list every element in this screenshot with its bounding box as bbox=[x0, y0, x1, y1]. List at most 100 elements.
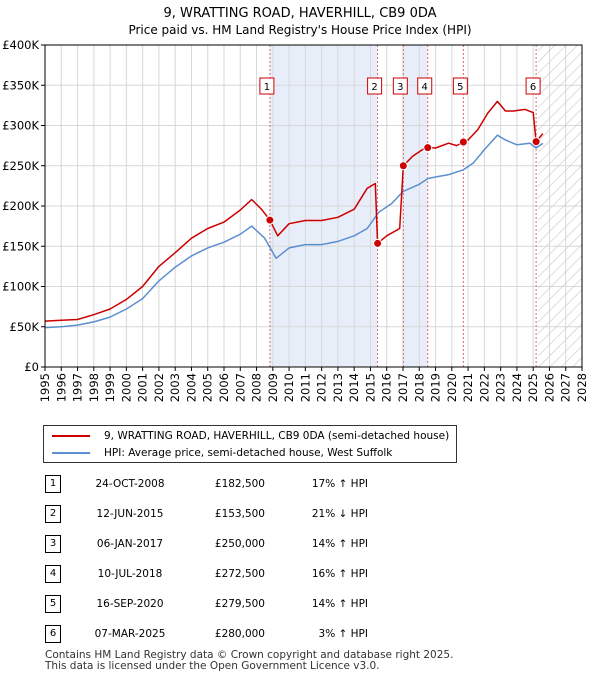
sale-price: £250,000 bbox=[214, 538, 265, 550]
x-tick-label: 2023 bbox=[494, 373, 508, 402]
x-tick-label: 2013 bbox=[331, 373, 345, 402]
x-tick-label: 2003 bbox=[168, 373, 182, 402]
x-tick-label: 1997 bbox=[71, 373, 85, 402]
sale-number-badge: 5 bbox=[45, 595, 61, 613]
sale-date: 12-JUN-2015 bbox=[96, 508, 164, 520]
x-tick-label: 2004 bbox=[184, 373, 198, 402]
sale-label-text: 4 bbox=[422, 82, 428, 93]
legend-label-hpi: HPI: Average price, semi-detached house,… bbox=[104, 447, 393, 459]
sale-number-badge: 4 bbox=[45, 565, 61, 583]
x-tick-label: 2009 bbox=[266, 373, 280, 402]
x-tick-label: 2024 bbox=[510, 373, 524, 402]
sale-label-text: 5 bbox=[457, 82, 463, 93]
x-tick-label: 2012 bbox=[315, 373, 329, 402]
sale-label: 6 bbox=[525, 77, 541, 95]
hpi-line bbox=[44, 134, 544, 329]
y-tick-label: £250K bbox=[2, 159, 39, 173]
sale-label-box bbox=[417, 77, 433, 95]
x-tick-label: 2014 bbox=[347, 373, 361, 402]
x-tick-label: 2001 bbox=[136, 373, 150, 402]
sale-point bbox=[265, 215, 275, 225]
sale-label: 4 bbox=[417, 77, 433, 95]
sale-hpi-diff: 17% ↑ HPI bbox=[311, 478, 368, 490]
sale-date: 06-JAN-2017 bbox=[96, 538, 164, 550]
legend-swatch-hpi bbox=[52, 452, 90, 454]
sale-point bbox=[423, 143, 433, 153]
x-tick-label: 2022 bbox=[477, 373, 491, 402]
sale-number-badge: 1 bbox=[45, 475, 61, 493]
sale-date: 24-OCT-2008 bbox=[95, 478, 165, 490]
sale-label-box bbox=[392, 77, 408, 95]
sale-price: £182,500 bbox=[214, 478, 265, 490]
footer-line-2: This data is licensed under the Open Gov… bbox=[45, 660, 380, 672]
sale-label: 2 bbox=[367, 77, 383, 95]
y-tick-label: £50K bbox=[10, 320, 40, 334]
sale-point bbox=[373, 238, 383, 248]
sale-price: £153,500 bbox=[214, 508, 265, 520]
x-tick-label: 2027 bbox=[559, 373, 573, 402]
x-tick-label: 1996 bbox=[54, 373, 68, 402]
sale-label-text: 1 bbox=[264, 82, 270, 93]
table-row: 3 06-JAN-2017 £250,000 14% ↑ HPI bbox=[0, 535, 600, 561]
x-tick-label: 2005 bbox=[201, 373, 215, 402]
sale-label: 5 bbox=[452, 77, 468, 95]
table-row: 2 12-JUN-2015 £153,500 21% ↓ HPI bbox=[0, 505, 600, 531]
sale-hpi-diff: 3% ↑ HPI bbox=[318, 628, 368, 640]
x-tick-label: 2020 bbox=[445, 373, 459, 402]
sale-label-text: 2 bbox=[371, 82, 377, 93]
sale-number-badge: 6 bbox=[45, 625, 61, 643]
sale-label: 3 bbox=[392, 77, 408, 95]
legend-swatch-property bbox=[52, 435, 90, 437]
x-tick-label: 2011 bbox=[298, 373, 312, 402]
x-tick-label: 2025 bbox=[526, 373, 540, 402]
table-row: 6 07-MAR-2025 £280,000 3% ↑ HPI bbox=[0, 625, 600, 651]
y-tick-label: £300K bbox=[2, 119, 39, 133]
sale-date: 16-SEP-2020 bbox=[96, 598, 164, 610]
sale-hpi-diff: 16% ↑ HPI bbox=[311, 568, 368, 580]
footer-line-1: Contains HM Land Registry data © Crown c… bbox=[45, 649, 454, 661]
sale-point bbox=[458, 137, 468, 147]
sale-price: £280,000 bbox=[214, 628, 265, 640]
x-tick-label: 2007 bbox=[233, 373, 247, 402]
x-tick-label: 1998 bbox=[87, 373, 101, 402]
x-tick-label: 2026 bbox=[542, 373, 556, 402]
x-tick-label: 2019 bbox=[429, 373, 443, 402]
x-tick-label: 2028 bbox=[575, 373, 589, 402]
x-tick-label: 2000 bbox=[119, 373, 133, 402]
sale-hpi-diff: 21% ↓ HPI bbox=[311, 508, 368, 520]
chart-title: 9, WRATTING ROAD, HAVERHILL, CB9 0DA bbox=[163, 6, 436, 21]
x-tick-label: 1995 bbox=[38, 373, 52, 402]
x-tick-label: 1999 bbox=[103, 373, 117, 402]
sale-price: £279,500 bbox=[214, 598, 265, 610]
table-row: 1 24-OCT-2008 £182,500 17% ↑ HPI bbox=[0, 475, 600, 501]
x-tick-label: 2016 bbox=[380, 373, 394, 402]
sale-label-box bbox=[367, 77, 383, 95]
sale-number-badge: 3 bbox=[45, 535, 61, 553]
x-tick-label: 2008 bbox=[250, 373, 264, 402]
sale-hpi-diff: 14% ↑ HPI bbox=[311, 538, 368, 550]
forecast-region bbox=[538, 45, 582, 367]
y-tick-label: £0 bbox=[24, 360, 39, 374]
legend-label-property: 9, WRATTING ROAD, HAVERHILL, CB9 0DA (se… bbox=[104, 430, 450, 442]
sale-label-box bbox=[452, 77, 468, 95]
y-tick-label: £150K bbox=[2, 239, 39, 253]
x-tick-label: 2018 bbox=[412, 373, 426, 402]
sale-number-badge: 2 bbox=[45, 505, 61, 523]
sale-point bbox=[531, 137, 541, 147]
x-tick-label: 2021 bbox=[461, 373, 475, 402]
sale-date: 07-MAR-2025 bbox=[94, 628, 166, 640]
sale-label-box bbox=[259, 77, 275, 95]
y-tick-label: £200K bbox=[2, 199, 39, 213]
chart-legend: 9, WRATTING ROAD, HAVERHILL, CB9 0DA (se… bbox=[43, 425, 457, 463]
y-tick-label: £100K bbox=[2, 280, 39, 294]
sale-date: 10-JUL-2018 bbox=[97, 568, 163, 580]
property-price-line bbox=[44, 100, 544, 322]
sale-point bbox=[398, 161, 408, 171]
price-chart: 9, WRATTING ROAD, HAVERHILL, CB9 0DA Pri… bbox=[2, 6, 589, 402]
y-tick-label: £350K bbox=[2, 78, 39, 92]
x-tick-label: 2010 bbox=[282, 373, 296, 402]
x-tick-label: 2017 bbox=[396, 373, 410, 402]
x-tick-label: 2006 bbox=[217, 373, 231, 402]
sale-label-text: 6 bbox=[530, 82, 536, 93]
sale-price: £272,500 bbox=[214, 568, 265, 580]
